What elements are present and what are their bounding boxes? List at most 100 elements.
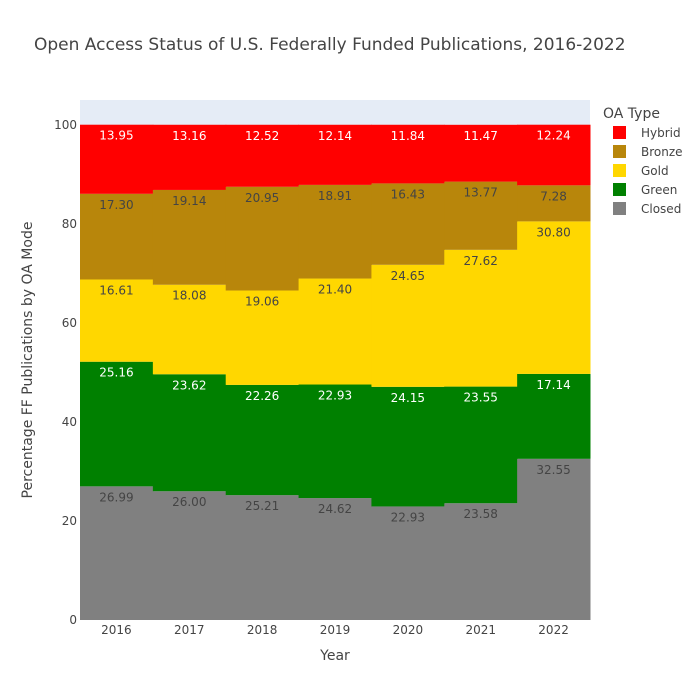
data-label-gold-2022: 30.80 [536, 225, 570, 239]
bar-hybrid-2020 [371, 124, 445, 184]
data-label-green-2022: 17.14 [536, 378, 570, 392]
data-label-green-2018: 22.26 [245, 389, 279, 403]
bar-hybrid-2018 [225, 124, 300, 187]
bar-gold-2021 [444, 249, 518, 387]
data-label-closed-2016: 26.99 [99, 490, 133, 504]
data-label-gold-2021: 27.62 [464, 254, 498, 268]
legend-label-green: Green [641, 183, 677, 197]
bar-closed-2017 [152, 491, 227, 620]
y-axis-ticks: 0 20 40 60 80 100 [54, 118, 77, 627]
data-label-bronze-2018: 20.95 [245, 191, 279, 205]
bar-hybrid-2019 [298, 124, 372, 185]
bar-bronze-2022 [517, 185, 591, 222]
bar-bronze-2018 [225, 186, 300, 291]
data-label-hybrid-2021: 11.47 [464, 129, 498, 143]
legend-items: Hybrid Bronze Gold Green Closed [613, 126, 683, 216]
bar-hybrid-2017 [152, 124, 227, 190]
bar-closed-2021 [444, 503, 518, 620]
x-tick-label: 2022 [538, 623, 569, 637]
legend-label-hybrid: Hybrid [641, 126, 681, 140]
bar-green-2021 [444, 386, 518, 504]
bar-green-2019 [298, 384, 372, 499]
data-label-closed-2021: 23.58 [464, 507, 498, 521]
legend-swatch-green [613, 183, 626, 196]
legend-swatch-closed [613, 202, 626, 215]
y-tick-label: 60 [62, 316, 77, 330]
y-tick-label: 40 [62, 415, 77, 429]
data-label-closed-2017: 26.00 [172, 495, 206, 509]
x-tick-label: 2020 [393, 623, 424, 637]
data-label-hybrid-2016: 13.95 [99, 129, 133, 143]
bar-gold-2018 [225, 290, 300, 385]
x-axis-ticks: 2016 2017 2018 2019 2020 2021 2022 [101, 623, 569, 637]
bar-closed-2022 [517, 458, 591, 620]
data-label-closed-2018: 25.21 [245, 499, 279, 513]
bar-bronze-2021 [444, 181, 518, 250]
x-tick-label: 2021 [465, 623, 496, 637]
legend-swatch-gold [613, 164, 626, 177]
bar-gold-2020 [371, 264, 445, 387]
bar-closed-2018 [225, 495, 300, 620]
data-label-closed-2019: 24.62 [318, 502, 352, 516]
data-label-hybrid-2018: 12.52 [245, 129, 279, 143]
bar-gold-2019 [298, 278, 372, 385]
data-label-green-2016: 25.16 [99, 366, 133, 380]
data-label-green-2021: 23.55 [464, 391, 498, 405]
bar-bronze-2017 [152, 189, 227, 285]
data-label-bronze-2020: 16.43 [391, 187, 425, 201]
data-label-bronze-2022: 7.28 [540, 189, 567, 203]
y-tick-label: 100 [54, 118, 77, 132]
x-axis-title: Year [319, 648, 350, 664]
data-label-closed-2022: 32.55 [536, 463, 570, 477]
bar-hybrid-2016 [80, 124, 154, 194]
legend-title: OA Type [603, 106, 660, 122]
data-label-green-2019: 22.93 [318, 389, 352, 403]
segment-labels-group: 26.99 25.16 16.61 17.30 13.95 26.00 23.62 18.08… [99, 129, 571, 525]
data-label-closed-2020: 22.93 [391, 510, 425, 524]
legend-swatch-bronze [613, 145, 626, 158]
bar-closed-2020 [371, 506, 445, 620]
data-label-hybrid-2020: 11.84 [391, 129, 425, 143]
data-label-hybrid-2017: 13.16 [172, 129, 206, 143]
bar-gold-2017 [152, 284, 227, 375]
bar-green-2016 [80, 361, 154, 487]
data-label-gold-2016: 16.61 [99, 283, 133, 297]
x-tick-label: 2019 [320, 623, 351, 637]
bar-green-2018 [225, 384, 300, 496]
x-tick-label: 2017 [174, 623, 205, 637]
bar-hybrid-2021 [444, 124, 518, 182]
data-label-hybrid-2022: 12.24 [536, 129, 570, 143]
data-label-bronze-2016: 17.30 [99, 198, 133, 212]
x-tick-label: 2016 [101, 623, 132, 637]
bar-green-2020 [371, 386, 445, 507]
data-label-green-2017: 23.62 [172, 378, 206, 392]
bar-closed-2019 [298, 498, 372, 620]
data-label-bronze-2021: 13.77 [464, 186, 498, 200]
data-label-bronze-2019: 18.91 [318, 189, 352, 203]
legend-label-closed: Closed [641, 202, 681, 216]
bar-gold-2022 [517, 221, 591, 374]
legend-label-bronze: Bronze [641, 145, 683, 159]
bar-bronze-2020 [371, 183, 445, 265]
legend-label-gold: Gold [641, 164, 669, 178]
bar-green-2017 [152, 374, 227, 492]
data-label-gold-2019: 21.40 [318, 283, 352, 297]
bar-hybrid-2022 [517, 124, 591, 186]
data-label-hybrid-2019: 12.14 [318, 129, 352, 143]
x-tick-label: 2018 [247, 623, 278, 637]
data-label-bronze-2017: 19.14 [172, 194, 206, 208]
legend-swatch-hybrid [613, 126, 626, 139]
data-label-gold-2020: 24.65 [391, 269, 425, 283]
bars-group [80, 124, 591, 620]
bar-closed-2016 [80, 486, 154, 620]
bar-gold-2016 [80, 279, 154, 362]
data-label-green-2020: 24.15 [391, 391, 425, 405]
y-tick-label: 20 [62, 514, 77, 528]
data-label-gold-2017: 18.08 [172, 289, 206, 303]
bar-bronze-2016 [80, 193, 154, 280]
y-tick-label: 80 [62, 217, 77, 231]
data-label-gold-2018: 19.06 [245, 295, 279, 309]
y-axis-title: Percentage FF Publications by OA Mode [20, 222, 36, 499]
legend: OA Type Hybrid Bronze Gold Green Closed [603, 106, 683, 216]
